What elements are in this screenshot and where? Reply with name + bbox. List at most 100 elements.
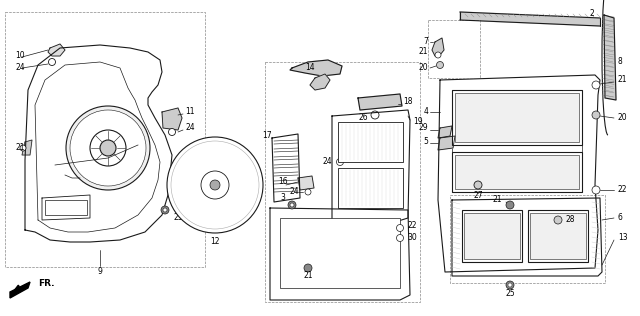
Text: 22: 22 bbox=[407, 221, 417, 229]
Text: 18: 18 bbox=[403, 98, 413, 106]
Polygon shape bbox=[452, 198, 602, 276]
Polygon shape bbox=[10, 282, 30, 298]
Circle shape bbox=[70, 110, 146, 186]
Circle shape bbox=[397, 224, 403, 232]
Bar bbox=[464, 213, 520, 259]
Circle shape bbox=[344, 147, 351, 154]
Circle shape bbox=[163, 208, 167, 212]
Polygon shape bbox=[310, 74, 330, 90]
Text: 7: 7 bbox=[423, 38, 428, 46]
Circle shape bbox=[592, 186, 600, 194]
Circle shape bbox=[506, 201, 514, 209]
Text: 6: 6 bbox=[618, 214, 623, 222]
Polygon shape bbox=[432, 38, 444, 56]
Text: 25: 25 bbox=[505, 289, 515, 299]
Circle shape bbox=[201, 171, 229, 199]
Circle shape bbox=[171, 141, 259, 229]
Polygon shape bbox=[290, 60, 342, 76]
Bar bbox=[428, 20, 480, 78]
Bar bbox=[452, 152, 582, 192]
Text: 10: 10 bbox=[15, 51, 24, 59]
Text: 12: 12 bbox=[211, 238, 220, 246]
Bar bbox=[455, 93, 579, 142]
Circle shape bbox=[592, 111, 600, 119]
Circle shape bbox=[66, 106, 150, 190]
Text: 8: 8 bbox=[618, 58, 623, 66]
Circle shape bbox=[290, 203, 294, 207]
Circle shape bbox=[508, 283, 512, 287]
Text: 14: 14 bbox=[305, 64, 315, 72]
Circle shape bbox=[435, 52, 441, 58]
Circle shape bbox=[506, 281, 514, 289]
Text: 21: 21 bbox=[15, 143, 24, 153]
Polygon shape bbox=[358, 94, 402, 110]
Polygon shape bbox=[25, 45, 172, 242]
Bar bbox=[530, 213, 586, 259]
Text: 24: 24 bbox=[323, 157, 332, 167]
Text: 30: 30 bbox=[407, 234, 417, 242]
Text: 2: 2 bbox=[590, 9, 595, 19]
Circle shape bbox=[592, 81, 600, 89]
Text: 23: 23 bbox=[173, 214, 182, 222]
Circle shape bbox=[305, 189, 311, 195]
Text: 5: 5 bbox=[423, 137, 428, 147]
Text: 11: 11 bbox=[185, 107, 195, 117]
Circle shape bbox=[304, 264, 312, 272]
Bar bbox=[280, 218, 400, 288]
Polygon shape bbox=[272, 134, 300, 202]
Text: 13: 13 bbox=[618, 234, 628, 242]
Text: 21: 21 bbox=[303, 271, 313, 281]
Polygon shape bbox=[270, 208, 410, 300]
Text: 28: 28 bbox=[565, 216, 575, 224]
Text: 24: 24 bbox=[185, 124, 195, 132]
Text: 20: 20 bbox=[618, 113, 628, 123]
Polygon shape bbox=[438, 75, 600, 272]
Circle shape bbox=[474, 181, 482, 189]
Polygon shape bbox=[298, 176, 314, 190]
Text: FR.: FR. bbox=[38, 278, 54, 288]
Text: 20: 20 bbox=[419, 64, 428, 72]
Circle shape bbox=[90, 130, 126, 166]
Circle shape bbox=[436, 62, 444, 69]
Circle shape bbox=[554, 216, 562, 224]
Bar bbox=[450, 195, 605, 283]
Bar bbox=[338, 168, 403, 208]
Text: 27: 27 bbox=[473, 191, 483, 199]
Circle shape bbox=[371, 111, 379, 119]
Text: 16: 16 bbox=[278, 178, 287, 186]
Bar bbox=[528, 210, 588, 262]
Circle shape bbox=[20, 145, 26, 151]
Polygon shape bbox=[48, 44, 65, 56]
Circle shape bbox=[168, 129, 175, 136]
Bar bbox=[5, 12, 205, 267]
Circle shape bbox=[210, 180, 220, 190]
Text: 19: 19 bbox=[413, 118, 422, 126]
Text: 3: 3 bbox=[280, 193, 285, 203]
Text: 9: 9 bbox=[97, 268, 102, 276]
Polygon shape bbox=[604, 15, 616, 100]
Text: 26: 26 bbox=[358, 113, 368, 123]
Text: 21: 21 bbox=[419, 47, 428, 57]
Text: 21: 21 bbox=[493, 196, 502, 204]
Polygon shape bbox=[438, 136, 455, 150]
Circle shape bbox=[337, 159, 344, 166]
Circle shape bbox=[161, 206, 169, 214]
Text: 21: 21 bbox=[618, 76, 627, 84]
Circle shape bbox=[397, 234, 403, 241]
Polygon shape bbox=[42, 195, 90, 220]
Bar bbox=[455, 155, 579, 189]
Bar bbox=[45, 200, 87, 215]
Text: 22: 22 bbox=[618, 185, 627, 195]
Text: 24: 24 bbox=[15, 64, 24, 72]
Bar bbox=[452, 90, 582, 145]
Text: 15: 15 bbox=[358, 141, 367, 149]
Circle shape bbox=[288, 201, 296, 209]
Bar bbox=[462, 210, 522, 262]
Polygon shape bbox=[22, 140, 32, 155]
Polygon shape bbox=[162, 108, 182, 130]
Text: 24: 24 bbox=[290, 187, 300, 197]
Text: 4: 4 bbox=[423, 107, 428, 117]
Circle shape bbox=[100, 140, 116, 156]
Bar bbox=[265, 62, 420, 302]
Bar bbox=[338, 122, 403, 162]
